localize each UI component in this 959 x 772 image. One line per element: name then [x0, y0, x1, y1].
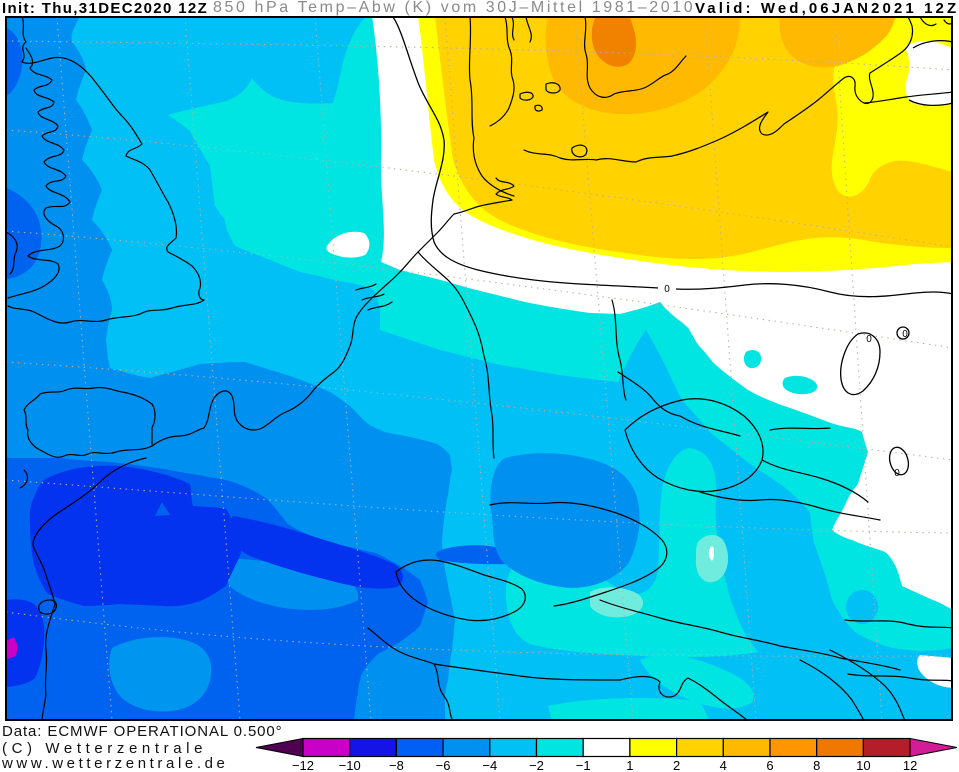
svg-text:−12: −12 — [292, 758, 314, 770]
svg-text:−10: −10 — [339, 758, 361, 770]
svg-text:0: 0 — [866, 334, 872, 345]
svg-text:2: 2 — [673, 758, 680, 770]
svg-text:6: 6 — [766, 758, 773, 770]
svg-text:−2: −2 — [529, 758, 544, 770]
svg-text:4: 4 — [720, 758, 727, 770]
svg-text:8: 8 — [813, 758, 820, 770]
svg-text:−8: −8 — [389, 758, 404, 770]
svg-text:0: 0 — [894, 468, 900, 479]
svg-text:12: 12 — [903, 758, 917, 770]
svg-text:−4: −4 — [482, 758, 497, 770]
svg-text:0: 0 — [902, 329, 908, 340]
svg-text:1: 1 — [626, 758, 633, 770]
svg-text:10: 10 — [856, 758, 870, 770]
svg-text:−6: −6 — [436, 758, 451, 770]
svg-text:−1: −1 — [576, 758, 591, 770]
svg-text:0: 0 — [664, 284, 670, 295]
